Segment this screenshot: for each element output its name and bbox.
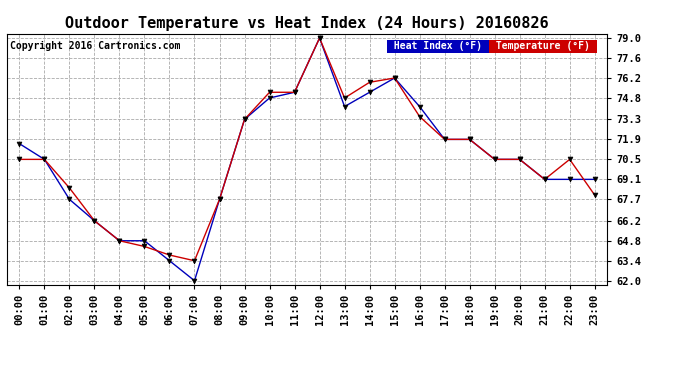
Title: Outdoor Temperature vs Heat Index (24 Hours) 20160826: Outdoor Temperature vs Heat Index (24 Ho… xyxy=(66,16,549,31)
Text: Copyright 2016 Cartronics.com: Copyright 2016 Cartronics.com xyxy=(10,41,180,51)
Text: Temperature (°F): Temperature (°F) xyxy=(490,41,596,51)
Text: Heat Index (°F): Heat Index (°F) xyxy=(388,41,488,51)
